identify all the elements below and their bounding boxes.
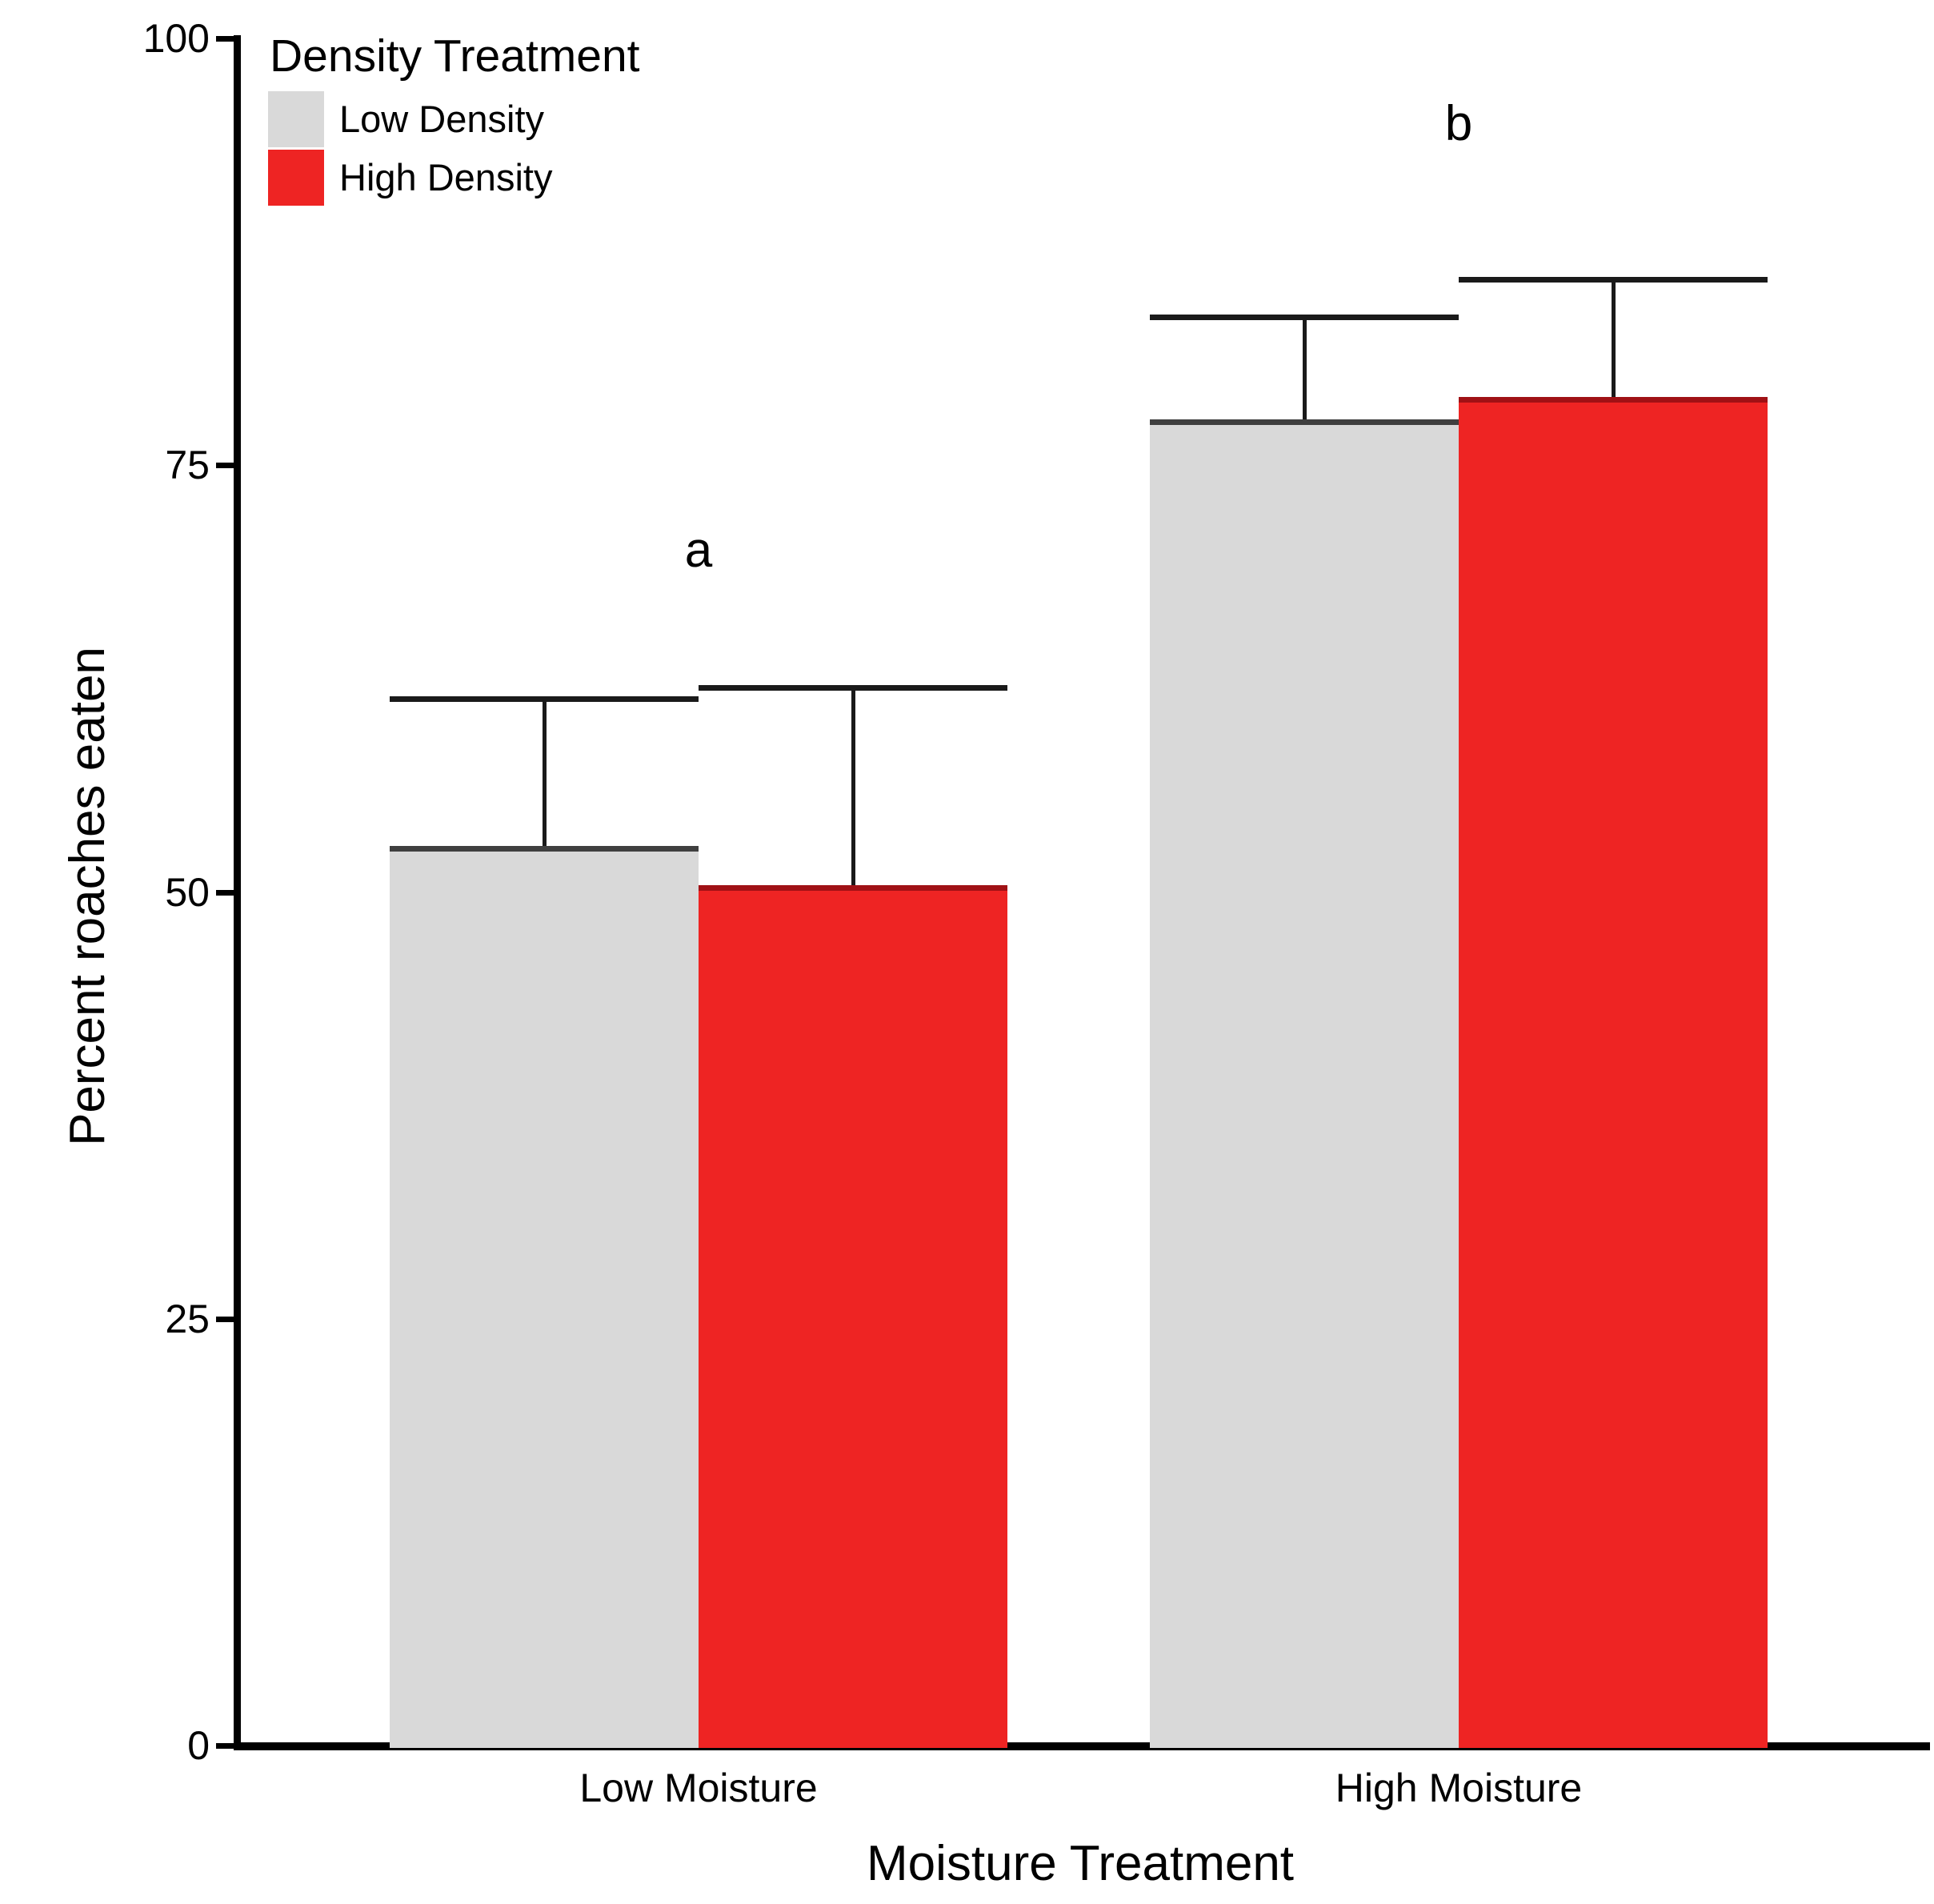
error-bar-cap [1150,314,1459,320]
legend-item-high-density: High Density [268,150,640,206]
error-bar-cap [699,684,1007,691]
y-tick-label: 0 [187,1723,210,1768]
legend-label-low-density: Low Density [339,98,544,140]
error-bar-whisker [543,699,547,846]
x-axis-title: Moisture Treatment [866,1836,1295,1891]
y-tick-mark [216,1743,234,1749]
error-bar-whisker [1612,279,1616,397]
y-axis-line [234,35,241,1750]
x-category-label: High Moisture [1335,1766,1583,1810]
legend-swatch-high-density-icon [268,150,324,206]
legend-swatch-low-density-icon [268,91,324,147]
error-bar-whisker [1303,316,1307,419]
y-tick-label: 100 [142,16,210,61]
bar-high-density-high-moisture [1459,396,1768,1748]
y-tick-mark [216,463,234,469]
legend-title: Density Treatment [270,30,640,82]
error-bar-cap [1459,276,1768,283]
y-tick-label: 50 [165,869,210,915]
y-tick-label: 25 [165,1296,210,1341]
legend: Density Treatment Low Density High Densi… [268,32,640,206]
significance-letter-b: b [1444,95,1473,151]
y-tick-mark [216,1316,234,1322]
y-tick-mark [216,36,234,42]
legend-label-high-density: High Density [339,156,553,198]
bar-low-density-low-moisture [390,845,699,1748]
error-bar-cap [390,696,699,703]
y-tick-mark [216,889,234,896]
bar-low-density-high-moisture [1150,419,1459,1748]
legend-item-low-density: Low Density [268,91,640,147]
error-bar-whisker [851,687,855,885]
bar-high-density-low-moisture [699,884,1007,1748]
x-axis-line [234,1742,1930,1750]
y-tick-label: 75 [165,443,210,488]
significance-letter-a: a [684,522,713,578]
x-category-label: Low Moisture [579,1766,818,1810]
